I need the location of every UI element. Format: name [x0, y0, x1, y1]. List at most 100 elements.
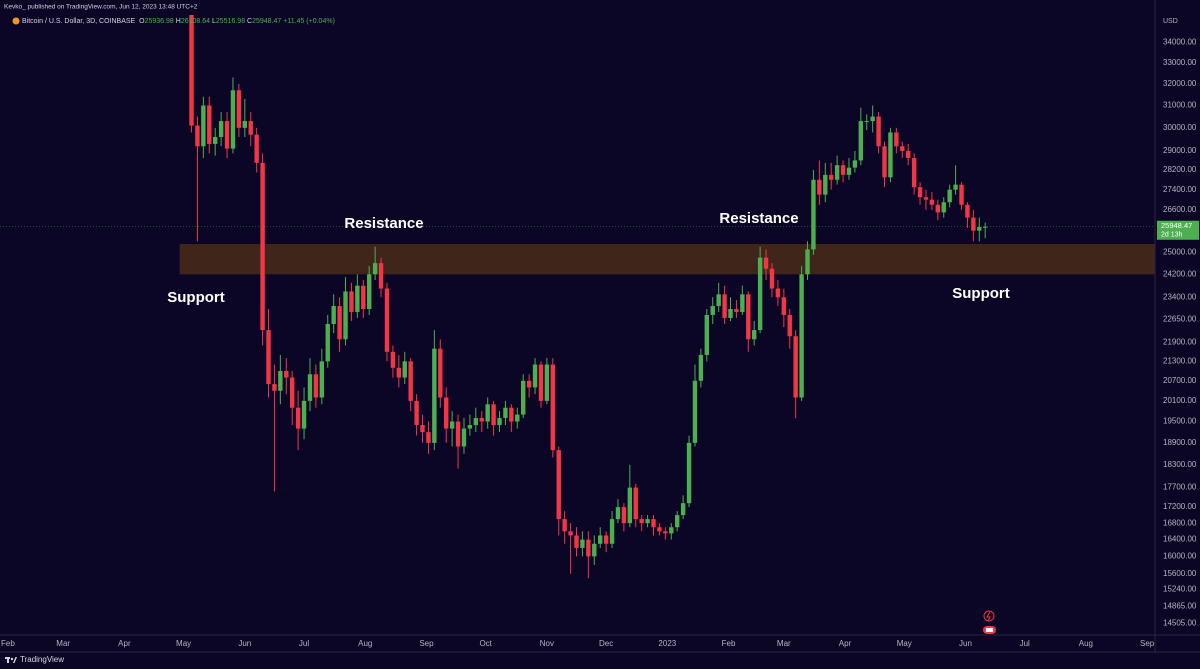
x-tick-label: Jul [1020, 639, 1030, 648]
x-tick-label: Feb [1, 639, 15, 648]
candle-body [337, 306, 342, 340]
candle-body [248, 121, 253, 135]
candle-body [840, 165, 846, 175]
candle-body [378, 263, 384, 289]
candle-body [639, 519, 644, 524]
x-tick-label: Dec [599, 639, 613, 648]
candle-body [592, 543, 597, 557]
candle-body [355, 285, 360, 312]
symbol-line: Bitcoin / U.S. Dollar, 3D, COINBASE O259… [22, 18, 335, 25]
x-tick-label: Nov [540, 639, 554, 648]
candle-body [971, 217, 976, 231]
candle-body [207, 105, 212, 144]
candle-body [230, 90, 236, 149]
ohlc-value: 25516.98 [216, 18, 245, 25]
candle-body [746, 294, 751, 340]
support-resistance-zone [179, 244, 1155, 275]
candle-body [491, 404, 496, 426]
event-flag [986, 628, 993, 632]
ohlc-letter: O [139, 18, 145, 25]
candle-body [959, 184, 964, 205]
x-tick-label: May [897, 639, 912, 648]
x-tick-label: Jun [238, 639, 251, 648]
candle-body [538, 364, 544, 401]
candle-body [680, 503, 686, 516]
candle-body [218, 121, 224, 137]
candle-body [609, 519, 615, 544]
candle-body [367, 274, 372, 309]
candle-body [852, 160, 858, 168]
x-tick-label: Aug [1079, 639, 1093, 648]
candle-body [556, 450, 561, 520]
candle-body [372, 263, 378, 275]
candle-body [846, 167, 852, 175]
candle-body [521, 380, 526, 415]
candle-body [349, 291, 354, 312]
candle-body [752, 330, 757, 340]
candle-body [449, 421, 455, 429]
candle-body [923, 197, 929, 200]
flash-icon [983, 610, 995, 622]
ohlc-value: 25948.47 [252, 18, 281, 25]
change: +11.45 (+0.04%) [283, 18, 335, 25]
candle-body [947, 189, 952, 203]
currency: USD [1163, 18, 1178, 25]
candle-body [811, 179, 816, 250]
chart-icons [983, 610, 996, 634]
candle-body [805, 249, 810, 275]
candle-body [941, 202, 946, 213]
y-tick-label: 32000.00 [1163, 79, 1197, 88]
annotation: Support [167, 289, 225, 306]
candle-body [615, 507, 621, 520]
candle-body [568, 531, 573, 536]
y-tick-label: 26600.00 [1163, 205, 1197, 214]
y-tick-label: 21900.00 [1163, 338, 1197, 347]
candle-body [432, 348, 437, 443]
candle-body [728, 308, 733, 318]
candle-body [384, 288, 390, 352]
candle-body [479, 418, 484, 422]
annotation: Support [952, 285, 1010, 302]
candle-body [911, 158, 917, 188]
candle-body [823, 174, 828, 195]
candle-body [716, 294, 721, 307]
candle-body [408, 361, 413, 401]
candle-body [290, 377, 295, 408]
candle-body [467, 425, 473, 429]
candle-body [331, 306, 336, 324]
candle-body [562, 519, 567, 532]
x-tick-label: Mar [56, 639, 70, 648]
candle-body [627, 487, 633, 524]
candle-body [888, 132, 893, 178]
countdown-label: 2d 13h [1161, 232, 1183, 239]
candle-body [550, 364, 556, 451]
y-tick-label: 15240.00 [1163, 585, 1197, 594]
y-tick-label: 20700.00 [1163, 376, 1197, 385]
y-tick-label: 24200.00 [1163, 269, 1197, 278]
plot-area [0, 15, 1155, 579]
ohlc-letter: C [247, 18, 252, 25]
logo-slash [13, 657, 17, 663]
candle-body [266, 330, 271, 385]
candle-body [858, 121, 864, 161]
symbol-icon [12, 17, 20, 25]
candle-body [900, 146, 905, 151]
x-tick-label: May [176, 639, 191, 648]
candle-body [763, 257, 769, 269]
ohlc-value: 25936.98 [145, 18, 174, 25]
candle-body [704, 314, 710, 355]
candle-body [633, 487, 638, 520]
candle-body [621, 507, 627, 524]
candle-body [195, 125, 200, 147]
candle-body [515, 414, 520, 422]
candle-body [509, 407, 514, 422]
candle-body [686, 442, 692, 504]
candle-body [254, 134, 259, 163]
candle-body [260, 162, 265, 331]
y-tick-label: 18300.00 [1163, 460, 1197, 469]
candle-body [799, 274, 804, 398]
candle-body [224, 121, 230, 149]
candle-body [485, 404, 490, 422]
candle-body [189, 15, 194, 126]
candle-body [586, 539, 591, 557]
